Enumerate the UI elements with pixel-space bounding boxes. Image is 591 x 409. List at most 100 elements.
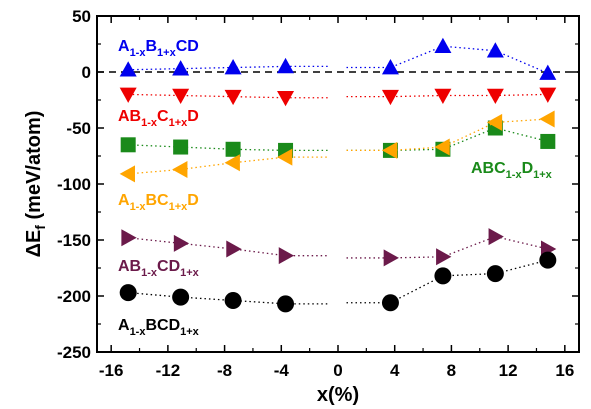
y-tick-label: -250: [57, 343, 91, 362]
x-tick-label: -12: [156, 361, 181, 380]
data-point: [539, 87, 557, 103]
data-point: [277, 57, 295, 74]
data-point: [434, 37, 452, 54]
data-point: [119, 87, 137, 103]
x-axis-label: x(%): [317, 384, 359, 406]
series-annotation: AB1-xCD1+x: [118, 258, 200, 279]
series-layer: [119, 37, 557, 313]
annotation-part: BC: [145, 192, 169, 209]
data-point: [539, 251, 557, 269]
annotation-part: 1+x: [180, 326, 200, 338]
data-point: [488, 228, 504, 246]
annotation-part: D: [187, 192, 199, 209]
series-annotation: A1-xB1+xCD: [118, 38, 199, 59]
tick-layer: -16 -12 -8 -4 0 4 8 12 16 50 0 -50 -100 -150 -200 -250: [57, 7, 579, 380]
annotation-part: 1+x: [180, 267, 200, 279]
data-point: [224, 89, 242, 106]
data-point: [381, 89, 399, 106]
data-point: [486, 113, 503, 131]
data-point: [381, 294, 399, 312]
series-6-connector: [128, 291, 330, 305]
series-annotation: AB1-xC1+xD: [118, 108, 199, 129]
y-axis-label-unit: (meV/atom): [23, 111, 45, 225]
annotation-part: 1-x: [130, 47, 147, 59]
annotation-layer: A1-xB1+xCDAB1-xC1+xDA1-xBC1+xDABC1-xD1+x…: [118, 38, 553, 338]
data-point: [172, 160, 188, 178]
x-tick-label: -16: [99, 361, 124, 380]
series-3-connector: [128, 144, 330, 152]
x-tick-label: 8: [447, 361, 456, 380]
data-point: [119, 284, 137, 302]
data-point: [539, 64, 557, 80]
data-point: [172, 60, 190, 76]
data-point: [540, 133, 556, 149]
series-annotation: ABC1-xD1+x: [471, 160, 553, 181]
annotation-part: 1-x: [506, 169, 523, 181]
x-tick-label: 12: [499, 361, 518, 380]
annotation-part: D: [522, 160, 534, 177]
annotation-part: D: [187, 108, 199, 125]
data-point: [277, 90, 295, 107]
annotation-part: A: [118, 192, 130, 209]
annotation-part: 1+x: [169, 201, 189, 213]
series-6: [119, 251, 557, 313]
annotation-part: AB: [118, 258, 141, 275]
annotation-part: BCD: [145, 317, 180, 334]
series-annotation: A1-xBC1+xD: [118, 192, 199, 213]
data-point: [486, 88, 504, 105]
data-point: [434, 88, 452, 105]
y-tick-label: -50: [66, 119, 91, 138]
data-point: [173, 139, 189, 155]
data-point: [486, 265, 504, 283]
x-tick-label: 4: [390, 361, 400, 380]
y-axis-label-sub: f: [32, 225, 48, 230]
y-tick-label: 50: [72, 7, 91, 26]
data-point: [278, 247, 295, 265]
data-point: [120, 137, 136, 153]
x-tick-label: -4: [274, 361, 290, 380]
data-point: [436, 248, 452, 266]
y-axis-label: ΔEf (meV/atom): [23, 111, 48, 258]
data-point: [173, 234, 190, 252]
y-tick-label: -100: [57, 175, 91, 194]
data-point: [172, 288, 190, 306]
series-5: [121, 228, 557, 267]
annotation-part: C: [157, 108, 169, 125]
y-axis-label-main: ΔE: [23, 230, 45, 258]
data-point: [434, 267, 452, 285]
data-point: [121, 229, 137, 247]
data-point: [381, 59, 399, 75]
y-tick-label: -150: [57, 231, 91, 250]
data-point: [383, 249, 399, 267]
x-tick-label: 0: [333, 361, 342, 380]
x-tick-label: 16: [555, 361, 574, 380]
data-point: [486, 42, 504, 58]
series-4: [119, 110, 555, 183]
x-tick-label: -8: [217, 361, 232, 380]
annotation-part: CD: [176, 38, 199, 55]
data-point: [381, 141, 398, 159]
plot-frame: [96, 15, 580, 353]
data-point: [224, 154, 240, 172]
annotation-part: 1+x: [157, 47, 177, 59]
annotation-part: CD: [157, 258, 180, 275]
series-2: [119, 87, 557, 107]
data-point: [277, 295, 295, 313]
series-4-connector: [128, 156, 330, 175]
series-1: [119, 37, 557, 80]
annotation-part: 1+x: [533, 169, 553, 181]
data-point: [119, 165, 135, 183]
y-tick-label: -200: [57, 287, 91, 306]
series-annotation: A1-xBCD1+x: [118, 317, 200, 338]
series-1-connector: [346, 45, 549, 74]
series-3-connector: [346, 127, 548, 152]
annotation-part: 1+x: [169, 117, 189, 129]
data-point: [225, 141, 241, 157]
annotation-part: 1-x: [141, 267, 158, 279]
annotation-part: A: [118, 38, 130, 55]
data-point: [226, 240, 242, 258]
annotation-part: 1-x: [130, 201, 147, 213]
annotation-part: 1-x: [130, 326, 147, 338]
data-point: [119, 61, 137, 77]
